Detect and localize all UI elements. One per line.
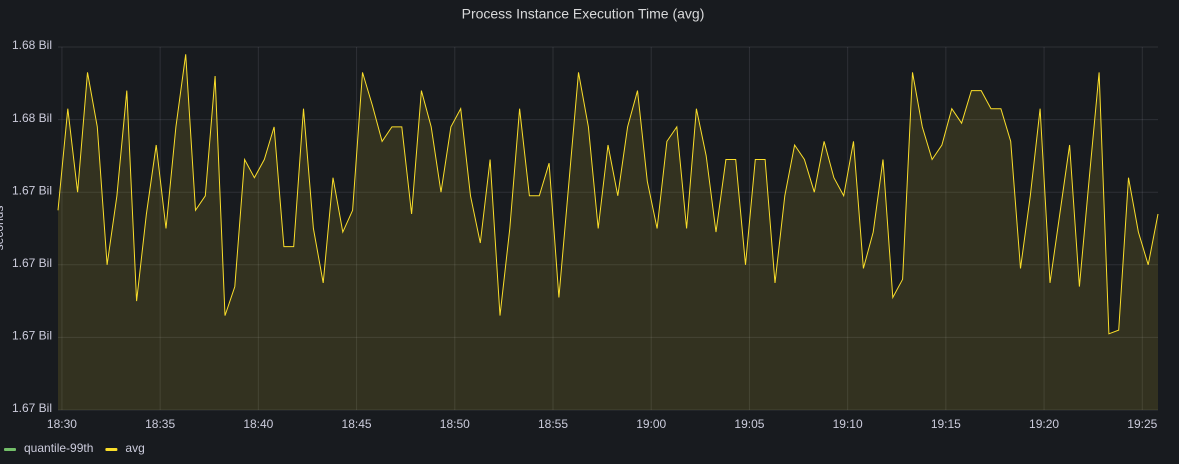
legend-swatch xyxy=(4,448,16,451)
legend-swatch xyxy=(105,448,118,451)
x-tick-label: 18:30 xyxy=(47,417,77,431)
x-tick-label: 19:05 xyxy=(734,417,764,431)
x-tick-label: 18:35 xyxy=(145,417,175,431)
y-axis-label: seconds xyxy=(0,206,6,251)
x-tick-label: 18:45 xyxy=(342,417,372,431)
x-tick-label: 19:15 xyxy=(931,417,961,431)
y-tick-label: 1.67 Bil xyxy=(12,256,52,270)
y-tick-label: 1.67 Bil xyxy=(12,183,52,197)
x-tick-label: 19:25 xyxy=(1127,417,1157,431)
y-tick-label: 1.68 Bil xyxy=(12,111,52,125)
y-tick-label: 1.67 Bil xyxy=(12,329,52,343)
area xyxy=(58,54,1158,411)
chart-title: Process Instance Execution Time (avg) xyxy=(462,6,705,22)
x-tick-label: 19:20 xyxy=(1029,417,1059,431)
x-tick-label: 18:50 xyxy=(440,417,470,431)
x-tick-label: 19:10 xyxy=(833,417,863,431)
y-tick-label: 1.67 Bil xyxy=(12,401,52,415)
legend-label: avg xyxy=(125,441,144,455)
x-tick-label: 19:00 xyxy=(636,417,666,431)
y-tick-label: 1.68 Bil xyxy=(12,38,52,52)
legend-label: quantile-99th xyxy=(24,441,93,455)
x-tick-label: 18:55 xyxy=(538,417,568,431)
x-tick-label: 18:40 xyxy=(243,417,273,431)
line xyxy=(57,54,1159,335)
